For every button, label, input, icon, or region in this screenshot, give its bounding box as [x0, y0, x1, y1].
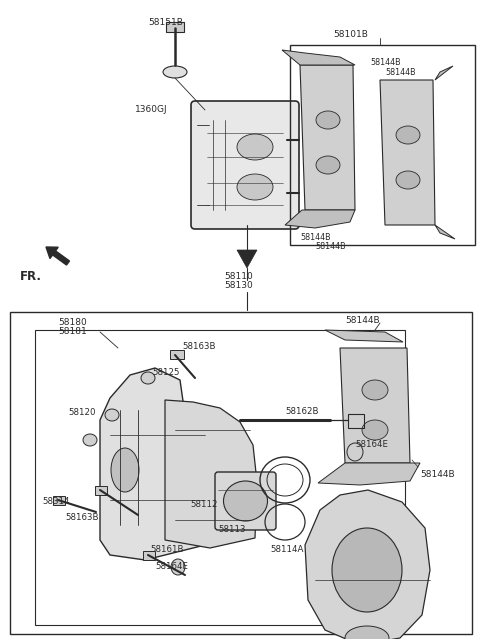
Bar [35, 330, 405, 625]
Text: 58101B: 58101B [333, 30, 368, 39]
Text: 58112: 58112 [190, 500, 217, 509]
Text: 58114A: 58114A [270, 545, 303, 554]
Bar [53, 496, 65, 505]
Ellipse shape [316, 111, 340, 129]
Ellipse shape [105, 409, 119, 421]
FancyBboxPatch shape [215, 472, 276, 530]
Text: FR.: FR. [20, 270, 42, 283]
Ellipse shape [237, 134, 273, 160]
Polygon shape [300, 65, 355, 210]
Polygon shape [282, 50, 355, 65]
Polygon shape [325, 330, 403, 342]
Ellipse shape [237, 174, 273, 200]
Text: 58314: 58314 [42, 497, 70, 506]
Ellipse shape [83, 434, 97, 446]
Text: 58164E: 58164E [355, 440, 388, 449]
Text: 58164E: 58164E [155, 562, 188, 571]
Text: 58180: 58180 [58, 318, 87, 327]
Ellipse shape [362, 380, 388, 400]
Polygon shape [318, 463, 420, 485]
Polygon shape [285, 210, 355, 228]
Polygon shape [340, 348, 410, 463]
Polygon shape [165, 400, 257, 548]
Bar [348, 414, 364, 428]
Text: 58144B: 58144B [420, 470, 455, 479]
Text: 58144B: 58144B [385, 68, 416, 77]
Text: 58130: 58130 [224, 281, 253, 290]
Text: 58125: 58125 [152, 368, 180, 377]
Text: 58163B: 58163B [65, 513, 98, 522]
Bar [170, 350, 184, 359]
Text: 1360GJ: 1360GJ [135, 105, 168, 114]
Ellipse shape [141, 372, 155, 384]
Bar [10, 312, 472, 634]
Text: 58162B: 58162B [285, 407, 319, 416]
Ellipse shape [347, 443, 363, 461]
Text: 58144B: 58144B [315, 242, 346, 251]
Ellipse shape [345, 626, 389, 639]
Polygon shape [435, 66, 453, 80]
Ellipse shape [396, 171, 420, 189]
Ellipse shape [396, 126, 420, 144]
Text: 58163B: 58163B [182, 342, 216, 351]
Text: 58181: 58181 [58, 327, 87, 336]
Polygon shape [380, 80, 435, 225]
Bar [143, 551, 155, 560]
Ellipse shape [111, 448, 139, 492]
Polygon shape [237, 250, 257, 268]
Polygon shape [305, 490, 430, 639]
FancyBboxPatch shape [191, 101, 299, 229]
Text: 58120: 58120 [68, 408, 96, 417]
Text: 58144B: 58144B [345, 316, 380, 325]
Ellipse shape [224, 481, 267, 521]
Bar [95, 486, 107, 495]
Ellipse shape [332, 528, 402, 612]
Text: 58110: 58110 [224, 272, 253, 281]
Bar [290, 45, 475, 245]
Text: 58161B: 58161B [150, 545, 183, 554]
Bar [166, 22, 184, 32]
Text: 58144B: 58144B [300, 233, 331, 242]
Text: 58113: 58113 [218, 525, 245, 534]
Text: 58144B: 58144B [370, 58, 401, 67]
Ellipse shape [362, 420, 388, 440]
Ellipse shape [316, 156, 340, 174]
FancyArrow shape [46, 247, 70, 265]
Polygon shape [435, 225, 455, 239]
Ellipse shape [171, 559, 185, 575]
Polygon shape [100, 368, 210, 560]
Ellipse shape [163, 66, 187, 78]
Text: 58151B: 58151B [148, 18, 183, 27]
